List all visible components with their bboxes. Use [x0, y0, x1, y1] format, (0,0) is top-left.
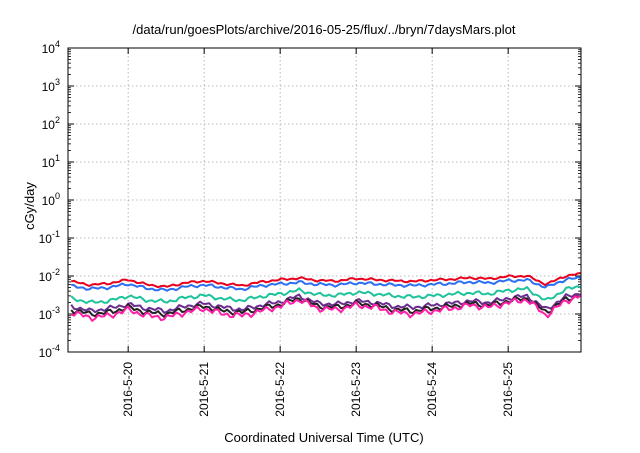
series-lines — [70, 272, 582, 322]
series-line-6 — [70, 294, 582, 322]
y-tick-label: 10-2 — [39, 267, 60, 284]
y-tick-exponent: 4 — [55, 39, 60, 49]
y-tick-label: 10-4 — [39, 343, 60, 360]
plot-frame — [67, 47, 582, 353]
x-tick-label: 2016-5-22 — [273, 362, 287, 417]
y-axis-label: cGy/day — [22, 182, 37, 230]
y-tick-exponent: 2 — [55, 115, 60, 125]
x-axis-label: Coordinated Universal Time (UTC) — [224, 430, 423, 445]
series-line-2 — [71, 276, 582, 292]
y-tick-exponent: 1 — [55, 153, 60, 163]
y-tick-base: 10 — [42, 194, 56, 208]
x-tick-label: 2016-5-23 — [349, 362, 363, 417]
y-tick-label: 103 — [42, 77, 60, 94]
y-tick-exponent: 3 — [55, 77, 60, 87]
y-tick-base: 10 — [39, 270, 53, 284]
y-tick-base: 10 — [42, 156, 56, 170]
y-tick-label: 100 — [42, 191, 60, 208]
y-tick-exponent: -4 — [52, 343, 60, 353]
x-tick-label: 2016-5-25 — [501, 362, 515, 417]
series-line-3 — [70, 285, 582, 305]
axis-ticks: 10-410-310-210-11001011021031042016-5-20… — [39, 39, 581, 417]
y-tick-base: 10 — [39, 308, 53, 322]
series-line-1 — [71, 272, 582, 289]
y-tick-exponent: -2 — [52, 267, 60, 277]
x-tick-label: 2016-5-24 — [425, 362, 439, 417]
y-tick-exponent: -1 — [52, 229, 60, 239]
y-tick-base: 10 — [42, 80, 56, 94]
series-line-4 — [70, 293, 582, 314]
y-tick-base: 10 — [42, 42, 56, 56]
y-tick-label: 10-3 — [39, 305, 60, 322]
chart-title: /data/run/goesPlots/archive/2016-05-25/f… — [133, 22, 516, 37]
x-tick-label: 2016-5-20 — [121, 362, 135, 417]
y-tick-label: 102 — [42, 115, 60, 132]
y-tick-base: 10 — [42, 118, 56, 132]
y-tick-base: 10 — [39, 232, 53, 246]
y-tick-exponent: 0 — [55, 191, 60, 201]
y-tick-label: 104 — [42, 39, 60, 56]
y-tick-label: 10-1 — [39, 229, 60, 246]
y-tick-label: 101 — [42, 153, 60, 170]
x-tick-label: 2016-5-21 — [197, 362, 211, 417]
y-tick-exponent: -3 — [52, 305, 60, 315]
y-tick-base: 10 — [39, 346, 53, 360]
